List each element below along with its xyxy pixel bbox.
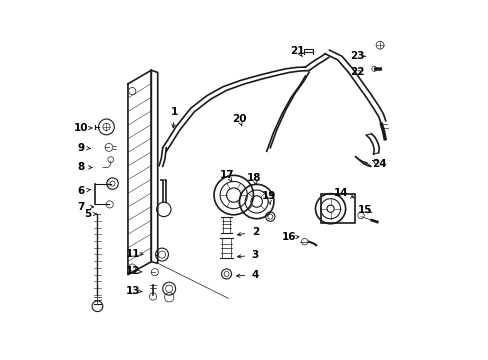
Text: 11: 11	[126, 248, 140, 258]
Text: 10: 10	[74, 123, 88, 133]
Text: 24: 24	[371, 159, 386, 169]
Text: 23: 23	[349, 51, 364, 61]
Bar	[320, 194, 354, 223]
Text: 1: 1	[171, 107, 178, 117]
Text: 16: 16	[282, 232, 296, 242]
Text: 4: 4	[251, 270, 259, 280]
Text: 17: 17	[220, 170, 234, 180]
Text: 22: 22	[349, 67, 364, 77]
Text: 7: 7	[77, 202, 84, 212]
Text: 6: 6	[77, 186, 84, 196]
Text: 12: 12	[126, 266, 140, 276]
Text: 9: 9	[77, 143, 84, 153]
Text: 13: 13	[126, 286, 140, 296]
Text: 5: 5	[84, 209, 91, 219]
Text: 18: 18	[247, 173, 261, 183]
Text: 14: 14	[333, 188, 348, 198]
Text: 20: 20	[231, 114, 246, 124]
Text: 3: 3	[251, 250, 258, 260]
Text: 2: 2	[251, 227, 258, 237]
Text: 21: 21	[290, 46, 304, 56]
Text: 8: 8	[77, 162, 84, 172]
Text: 15: 15	[357, 206, 371, 216]
Text: 19: 19	[261, 191, 276, 201]
